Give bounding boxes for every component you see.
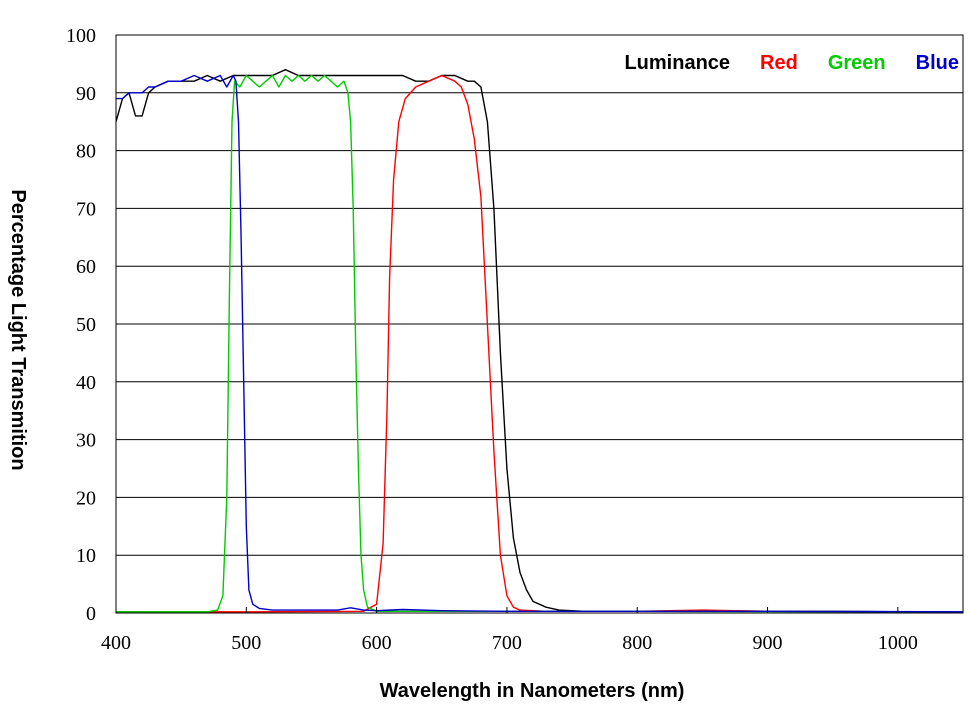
legend: Blue Green Red Luminance	[624, 52, 959, 74]
legend-label-green: Green	[828, 52, 886, 74]
series-line-blue	[116, 74, 964, 613]
plot-frame	[115, 34, 964, 614]
x-tick-label-400: 400	[101, 632, 131, 654]
x-tick-label-900: 900	[753, 632, 783, 654]
legend-label-red: Red	[760, 52, 798, 74]
y-tick-label-60: 60	[76, 256, 96, 278]
y-tick-label-90: 90	[76, 83, 96, 105]
x-tick-label-700: 700	[492, 632, 522, 654]
y-tick-label-10: 10	[76, 545, 96, 567]
legend-label-blue: Blue	[916, 52, 959, 74]
x-tick-label-1000: 1000	[878, 632, 918, 654]
x-tick-label-800: 800	[622, 632, 652, 654]
x-tick-label-500: 500	[231, 632, 261, 654]
y-tick-label-100: 100	[66, 25, 96, 47]
y-tick-label-80: 80	[76, 141, 96, 163]
series-line-green	[116, 74, 964, 613]
y-tick-label-40: 40	[76, 372, 96, 394]
y-tick-label-30: 30	[76, 430, 96, 452]
y-tick-label-50: 50	[76, 314, 96, 336]
grid-layer	[116, 92, 963, 556]
y-tick-label-70: 70	[76, 198, 96, 220]
x-tick-label-600: 600	[362, 632, 392, 654]
series-layer	[115, 69, 964, 613]
tick-label-layer: 0 10 20 30 40 50 60 70 80 90 100 400 500 600 700 800 900…	[66, 25, 918, 654]
series-line-luminance	[115, 69, 963, 613]
x-axis-title: Wavelength in Nanometers (nm)	[380, 680, 685, 702]
legend-label-luminance: Luminance	[624, 52, 730, 74]
y-tick-label-20: 20	[76, 487, 96, 509]
y-tick-label-0: 0	[86, 603, 96, 625]
y-axis-title: Percentage Light Transmition	[7, 189, 29, 470]
